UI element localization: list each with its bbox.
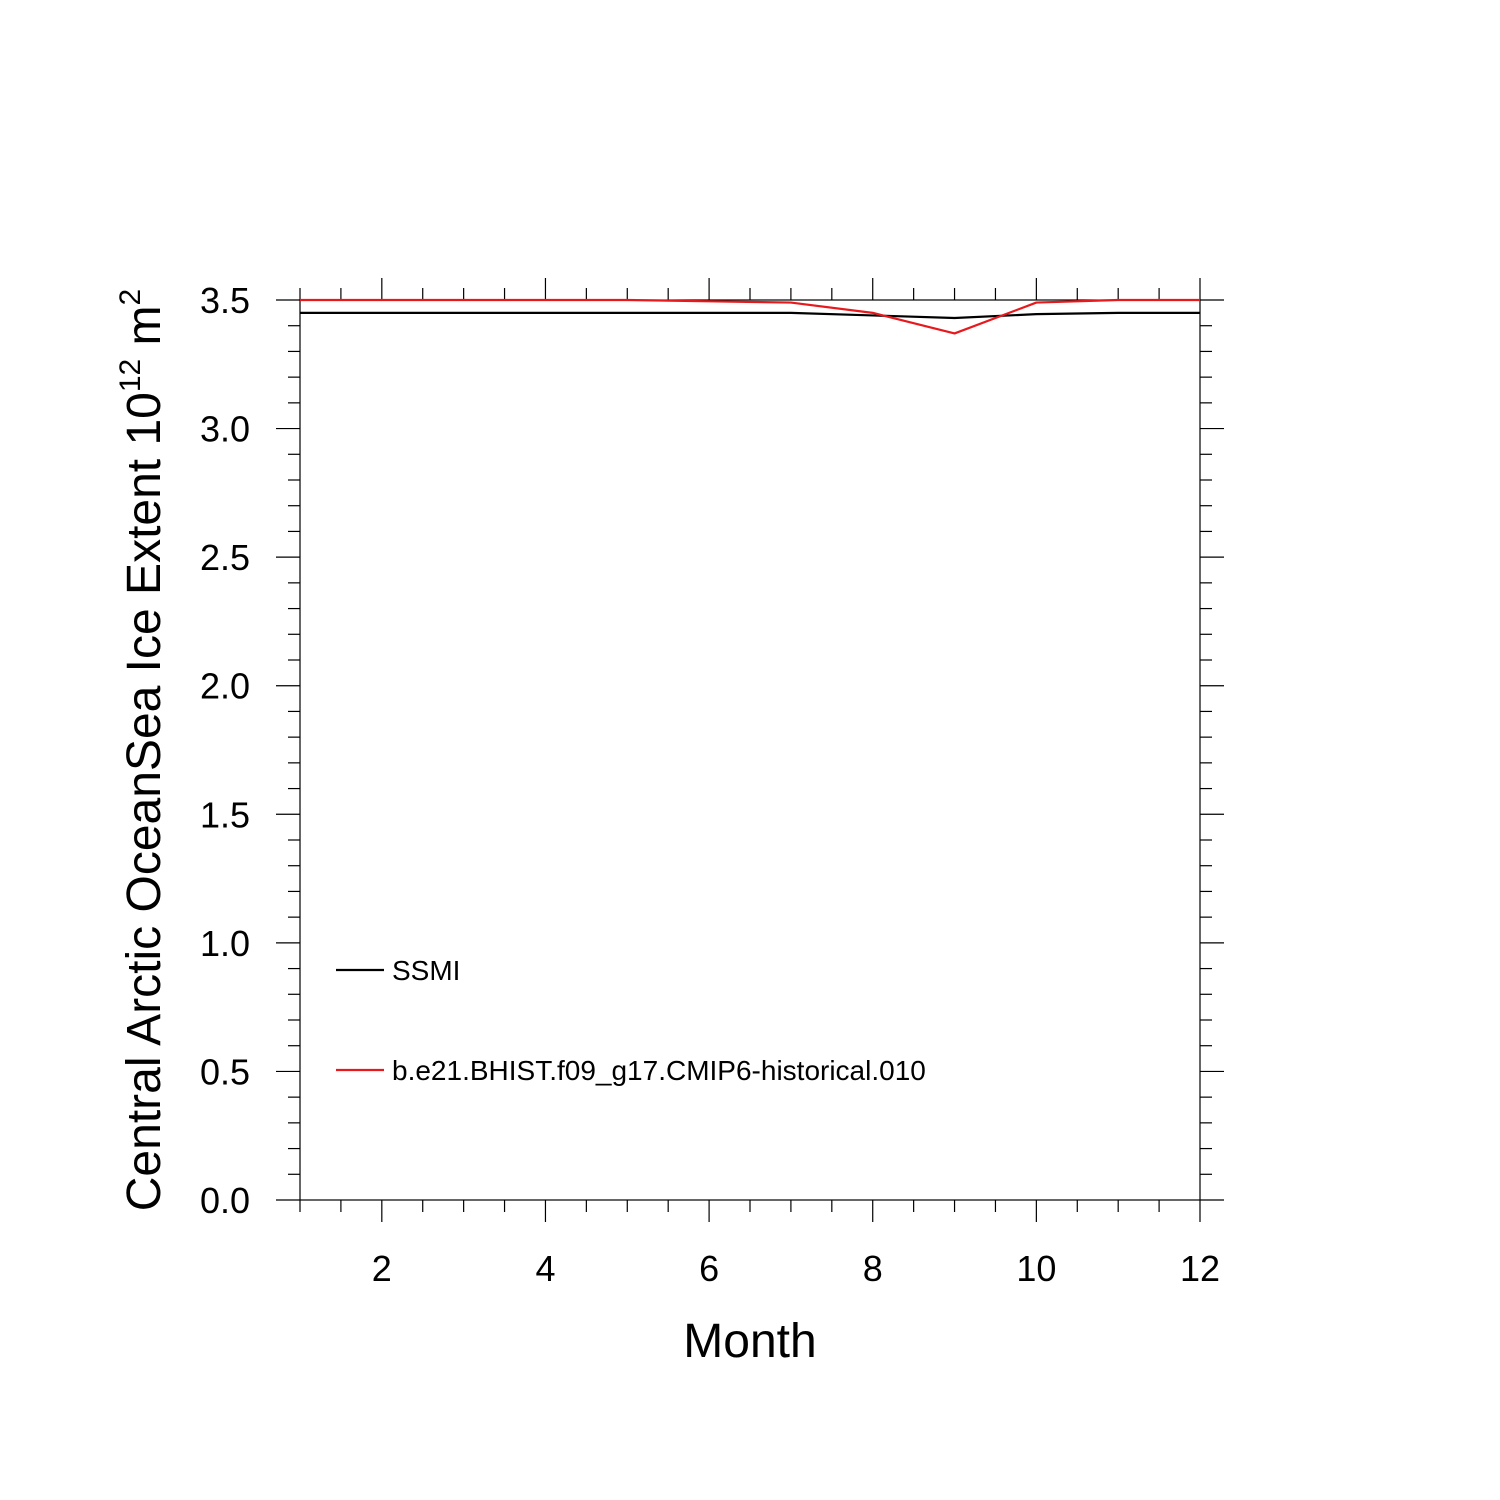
x-axis-title: Month: [683, 1315, 816, 1368]
y-tick-label: 3.0: [200, 409, 250, 450]
x-tick-label: 4: [535, 1248, 555, 1289]
y-tick-label: 1.5: [200, 794, 250, 835]
legend-label-2: b.e21.BHIST.f09_g17.CMIP6-historical.010: [392, 1055, 926, 1086]
y-tick-label: 0.5: [200, 1051, 250, 1092]
x-tick-label: 6: [699, 1248, 719, 1289]
y-tick-label: 0.0: [200, 1180, 250, 1221]
y-axis-title-main: Central Arctic OceanSea Ice Extent 10: [118, 392, 171, 1211]
legend-label-1: SSMI: [392, 955, 460, 986]
series-lines: [300, 298, 1200, 335]
y-axis-title-exponent: 12: [114, 359, 147, 392]
y-tick-label: 2.5: [200, 537, 250, 578]
y-axis-title: Central Arctic OceanSea Ice Extent 1012 …: [114, 289, 171, 1211]
y-axis-title-unit-exponent: 2: [114, 289, 147, 306]
x-tick-label: 12: [1180, 1248, 1220, 1289]
axes: 2 4 6 8 10 12 0.0 0.5 1.0 1.5 2.0 2.5 3.0 3.5: [200, 278, 1224, 1289]
series-line-2: [300, 298, 1200, 335]
x-tick-label: 8: [863, 1248, 883, 1289]
x-tick-label: 10: [1016, 1248, 1056, 1289]
legend: SSMI b.e21.BHIST.f09_g17.CMIP6-historical…: [336, 955, 926, 1086]
y-tick-label: 1.0: [200, 923, 250, 964]
y-tick-label: 3.5: [200, 280, 250, 321]
x-tick-label: 2: [372, 1248, 392, 1289]
y-axis-title-unit: m: [118, 305, 171, 358]
y-tick-label: 2.0: [200, 666, 250, 707]
series-line-1: [300, 311, 1200, 320]
